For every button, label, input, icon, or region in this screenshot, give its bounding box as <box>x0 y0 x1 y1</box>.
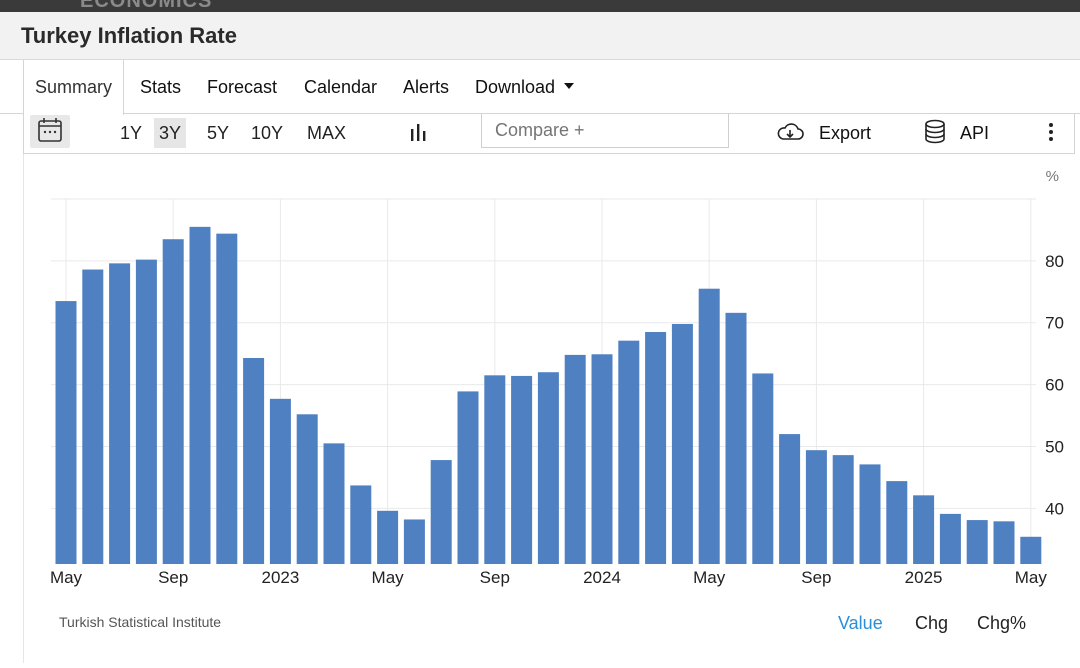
x-tick-label: Sep <box>480 568 510 587</box>
more-options-button[interactable] <box>1044 118 1058 148</box>
x-tick-label: May <box>693 568 726 587</box>
brand-logo[interactable]: ECONOMICS <box>80 0 213 12</box>
title-bar: Turkey Inflation Rate <box>0 12 1080 60</box>
api-button[interactable]: API <box>923 118 989 148</box>
bar-2023-09[interactable] <box>484 375 506 564</box>
y-tick-label: 80 <box>1045 252 1064 271</box>
caret-down-icon <box>564 83 575 90</box>
y-tick-label: 70 <box>1045 314 1064 333</box>
range-3y[interactable]: 3Y <box>154 118 187 148</box>
bar-2022-07[interactable] <box>109 263 131 564</box>
export-button[interactable]: Export <box>774 118 871 148</box>
x-tick-label: May <box>50 568 83 587</box>
range-10y[interactable]: 10Y <box>251 123 284 143</box>
range-max[interactable]: MAX <box>307 123 347 143</box>
y-tick-label: 40 <box>1045 499 1064 518</box>
vertical-ellipsis-icon <box>1049 123 1053 141</box>
page-title: Turkey Inflation Rate <box>21 23 237 48</box>
bar-2025-03[interactable] <box>966 520 988 564</box>
bar-2024-12[interactable] <box>886 481 908 564</box>
tab-value[interactable]: Value <box>838 613 883 633</box>
tab-download[interactable]: Download <box>475 60 575 114</box>
y-tick-label: 50 <box>1045 437 1064 456</box>
bar-2023-05[interactable] <box>377 510 399 564</box>
tab-chg-percent[interactable]: Chg% <box>977 613 1027 633</box>
calendar-icon <box>38 118 62 142</box>
bar-2023-08[interactable] <box>457 391 479 564</box>
bar-2023-01[interactable] <box>269 398 291 564</box>
tab-forecast[interactable]: Forecast <box>207 77 278 97</box>
bar-2024-05[interactable] <box>698 288 720 564</box>
tab-chg[interactable]: Chg <box>915 613 949 633</box>
x-tick-label: May <box>372 568 405 587</box>
bar-2025-02[interactable] <box>939 513 961 564</box>
x-tick-label: 2023 <box>261 568 299 587</box>
bar-2024-07[interactable] <box>752 373 774 564</box>
bar-2024-11[interactable] <box>859 464 881 564</box>
tab-stats[interactable]: Stats <box>140 77 182 97</box>
x-tick-label: May <box>1015 568 1048 587</box>
source-label[interactable]: Turkish Statistical Institute <box>59 614 222 630</box>
bar-2022-11[interactable] <box>216 233 238 564</box>
bar-2024-10[interactable] <box>832 455 854 564</box>
bar-2024-06[interactable] <box>725 312 747 564</box>
tab-download-label: Download <box>475 77 556 97</box>
x-axis: May Sep 2023 May Sep 2024 May Sep 2025 May <box>50 568 1047 587</box>
tab-calendar[interactable]: Calendar <box>304 77 378 97</box>
compare-input[interactable] <box>481 114 729 148</box>
bar-2025-05[interactable] <box>1020 536 1042 564</box>
bar-2025-01[interactable] <box>913 495 935 564</box>
bar-2023-06[interactable] <box>403 519 425 564</box>
bar-2023-11[interactable] <box>537 372 559 564</box>
range-5y[interactable]: 5Y <box>207 123 230 143</box>
bars <box>55 226 1042 564</box>
bar-2024-08[interactable] <box>779 434 801 564</box>
tab-summary[interactable]: Summary <box>23 60 125 115</box>
bar-2022-08[interactable] <box>135 259 157 564</box>
api-label: API <box>960 123 990 143</box>
top-header-bar: ECONOMICS <box>0 0 1080 12</box>
bar-2022-09[interactable] <box>162 239 184 564</box>
y-axis-unit-label: % <box>1046 168 1059 185</box>
y-tick-label: 60 <box>1045 376 1064 395</box>
bar-2023-02[interactable] <box>296 414 318 564</box>
bar-2023-12[interactable] <box>564 354 586 564</box>
x-tick-label: Sep <box>158 568 188 587</box>
chart-toolbar: 1Y 3Y 5Y 10Y MAX Export API <box>23 114 1075 154</box>
bar-2024-03[interactable] <box>645 332 667 564</box>
bar-2022-06[interactable] <box>82 269 104 564</box>
bar-2024-02[interactable] <box>618 340 640 564</box>
bar-2024-04[interactable] <box>671 323 693 564</box>
cloud-download-icon <box>777 123 804 141</box>
bar-2022-12[interactable] <box>243 357 265 564</box>
tab-alerts[interactable]: Alerts <box>403 77 450 97</box>
y-axis: 40 50 60 70 80 <box>1045 252 1064 518</box>
calendar-button[interactable] <box>30 115 70 148</box>
bar-2022-05[interactable] <box>55 301 77 564</box>
database-icon <box>925 119 945 144</box>
bar-2025-04[interactable] <box>993 521 1015 564</box>
bar-2023-07[interactable] <box>430 460 452 564</box>
bar-2023-10[interactable] <box>511 375 533 564</box>
chart-type-button[interactable] <box>408 118 430 148</box>
range-1y[interactable]: 1Y <box>120 123 143 143</box>
x-tick-label: Sep <box>801 568 831 587</box>
inflation-bar-chart: 40 50 60 70 80 May Sep 2023 May Sep 2024 May Sep 202… <box>50 168 1064 587</box>
export-label: Export <box>819 123 872 143</box>
x-tick-label: 2025 <box>905 568 943 587</box>
bar-2023-03[interactable] <box>323 443 345 564</box>
bar-2024-01[interactable] <box>591 354 613 564</box>
tab-bar: Summary Stats Forecast Calendar Alerts D… <box>0 60 1080 115</box>
bar-2024-09[interactable] <box>805 450 827 564</box>
x-tick-label: 2024 <box>583 568 621 587</box>
chart-area: 40 50 60 70 80 May Sep 2023 May Sep 2024 May Sep 202… <box>23 154 1075 663</box>
bar-chart-icon <box>411 124 426 141</box>
bar-2022-10[interactable] <box>189 226 211 564</box>
bar-2023-04[interactable] <box>350 485 372 564</box>
